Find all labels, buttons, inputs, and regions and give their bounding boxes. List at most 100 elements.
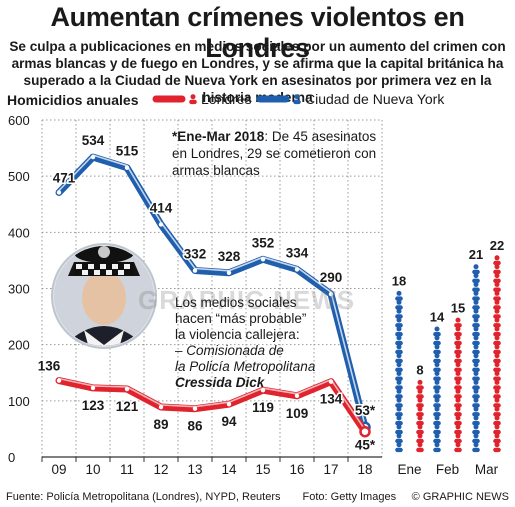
person-icon bbox=[190, 94, 196, 100]
data-label: 134 bbox=[320, 392, 343, 407]
person-icon bbox=[493, 349, 501, 355]
person-icon bbox=[454, 403, 462, 408]
person-icon bbox=[396, 335, 402, 341]
data-label: 109 bbox=[286, 406, 309, 421]
data-point bbox=[328, 379, 334, 384]
person-icon bbox=[416, 403, 424, 408]
data-label: 45* bbox=[355, 438, 376, 453]
data-label: 290 bbox=[320, 270, 343, 285]
data-point bbox=[124, 165, 130, 170]
pictogram-category-label: Mar bbox=[475, 462, 499, 477]
person-icon bbox=[396, 344, 402, 350]
person-icon bbox=[454, 367, 462, 372]
data-point bbox=[124, 386, 130, 392]
person-icon bbox=[472, 349, 480, 355]
person-icon bbox=[494, 308, 500, 314]
person-icon bbox=[416, 394, 424, 399]
pictogram-value-label: 15 bbox=[451, 300, 465, 315]
person-icon bbox=[396, 326, 402, 332]
person-icon bbox=[494, 433, 500, 439]
person-icon bbox=[473, 290, 479, 296]
person-icon bbox=[395, 332, 403, 337]
person-icon bbox=[434, 424, 440, 430]
person-icon bbox=[472, 358, 480, 364]
person-icon bbox=[433, 412, 441, 417]
person-icon bbox=[395, 421, 403, 426]
x-tick-label: 15 bbox=[255, 462, 270, 477]
person-icon bbox=[417, 388, 423, 394]
person-icon bbox=[416, 447, 424, 453]
data-label: 332 bbox=[184, 247, 207, 262]
person-icon bbox=[493, 447, 501, 453]
person-icon bbox=[454, 438, 462, 444]
person-icon bbox=[396, 308, 402, 314]
data-point bbox=[90, 154, 96, 160]
pictogram-value-label: 21 bbox=[469, 247, 483, 262]
person-icon bbox=[433, 349, 441, 355]
person-icon bbox=[493, 385, 501, 390]
series-line-nueva-york bbox=[55, 153, 369, 431]
page-title: Aumentan crímenes violentos en Londres bbox=[50, 2, 465, 63]
person-icon bbox=[472, 367, 480, 372]
person-icon bbox=[395, 429, 403, 435]
data-label: 352 bbox=[252, 235, 275, 250]
person-icon bbox=[434, 335, 440, 341]
data-point bbox=[226, 270, 232, 275]
person-icon bbox=[395, 305, 403, 310]
person-icon bbox=[417, 442, 423, 448]
person-icon bbox=[472, 287, 480, 292]
person-icon bbox=[472, 385, 480, 390]
person-icon bbox=[433, 358, 441, 364]
legend-label: Londres bbox=[201, 91, 252, 107]
person-icon bbox=[493, 376, 501, 381]
person-icon bbox=[417, 406, 423, 412]
legend-label: Ciudad de Nueva York bbox=[305, 91, 445, 107]
person-icon bbox=[454, 421, 462, 426]
person-icon bbox=[396, 317, 402, 323]
person-icon bbox=[396, 379, 402, 385]
person-icon bbox=[494, 273, 500, 279]
person-icon bbox=[395, 403, 403, 408]
person-icon bbox=[494, 388, 500, 394]
person-icon bbox=[455, 406, 461, 412]
person-icon bbox=[396, 406, 402, 412]
person-icon bbox=[434, 397, 440, 403]
person-icon bbox=[472, 394, 480, 399]
person-icon bbox=[473, 397, 479, 403]
person-icon bbox=[455, 415, 461, 421]
person-icon bbox=[434, 326, 440, 332]
data-point bbox=[192, 406, 198, 411]
person-icon bbox=[434, 362, 440, 368]
data-point bbox=[294, 267, 300, 272]
person-icon bbox=[473, 371, 479, 376]
person-icon bbox=[494, 317, 500, 323]
x-tick-label: 13 bbox=[187, 462, 202, 477]
person-icon bbox=[433, 438, 441, 444]
footer-photo: Foto: Getty Images bbox=[302, 491, 397, 503]
x-tick-label: 11 bbox=[120, 462, 134, 477]
data-point bbox=[56, 378, 62, 383]
person-icon bbox=[472, 269, 480, 275]
x-tick-label: 12 bbox=[153, 462, 168, 477]
person-icon bbox=[434, 406, 440, 412]
person-icon bbox=[493, 323, 501, 328]
person-icon bbox=[189, 99, 197, 105]
person-icon bbox=[472, 340, 480, 346]
person-icon bbox=[494, 362, 500, 368]
person-icon bbox=[472, 438, 480, 444]
person-icon bbox=[434, 344, 440, 350]
person-icon bbox=[473, 335, 479, 341]
person-icon bbox=[396, 415, 402, 421]
chart-title: Homicidios anuales bbox=[7, 92, 139, 108]
pictogram-category-label: Feb bbox=[436, 462, 459, 477]
person-icon bbox=[494, 255, 500, 261]
person-icon bbox=[473, 442, 479, 448]
data-point bbox=[328, 291, 334, 297]
x-tick-label: 10 bbox=[85, 462, 100, 477]
person-icon bbox=[473, 379, 479, 385]
person-icon bbox=[454, 376, 462, 381]
data-point bbox=[158, 222, 164, 227]
person-icon bbox=[472, 278, 480, 283]
person-icon bbox=[454, 340, 462, 346]
person-icon bbox=[493, 394, 501, 399]
